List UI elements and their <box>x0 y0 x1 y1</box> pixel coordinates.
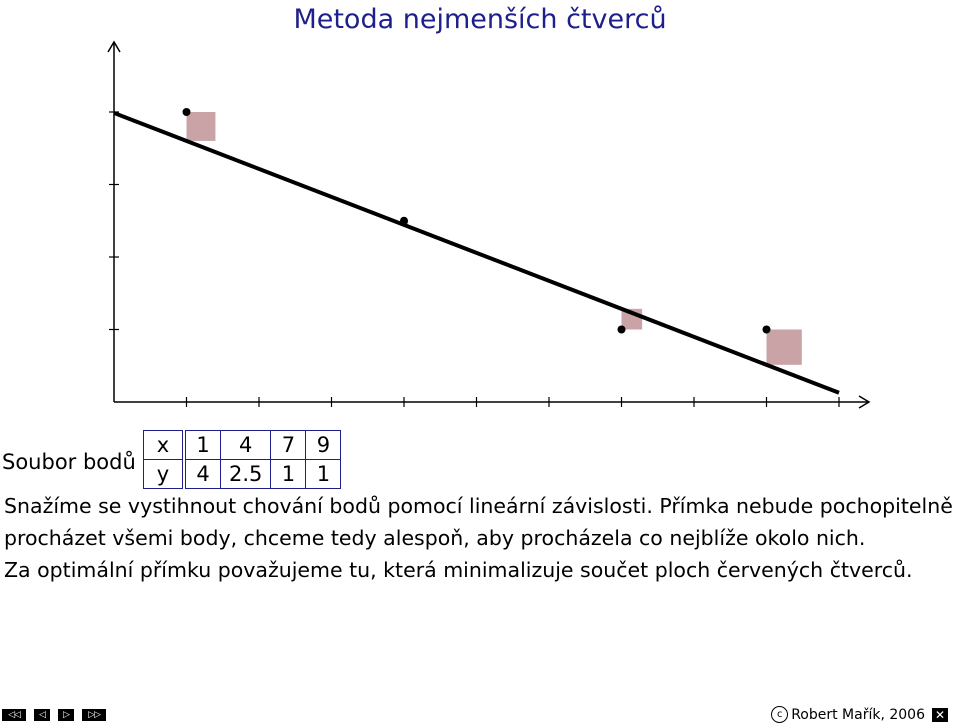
data-point <box>617 325 626 334</box>
y-axis-arrow <box>107 40 121 53</box>
data-point <box>400 216 408 225</box>
fit-line <box>113 111 840 395</box>
data-point <box>182 108 191 116</box>
table-cell: 4 <box>219 430 272 460</box>
residual-square <box>186 112 216 141</box>
dataset-label: Soubor bodů <box>2 450 136 474</box>
table-cell: 4 <box>183 459 221 489</box>
table-cell: 7 <box>270 430 307 460</box>
footer: c Robert Mařík, 2006 ✕ <box>771 706 948 723</box>
author-credit: Robert Mařík, 2006 <box>791 706 925 723</box>
table-cell: 1 <box>270 459 307 489</box>
residual-squares <box>186 112 802 365</box>
table-cell: 2.5 <box>219 459 272 489</box>
axes <box>107 40 871 409</box>
last-page-button[interactable]: ▷▷ <box>82 709 106 721</box>
close-icon[interactable]: ✕ <box>932 707 948 722</box>
data-point <box>762 325 771 334</box>
data-table: x 1 4 7 9 y 4 2.5 1 1 <box>143 430 342 489</box>
least-squares-plot <box>107 40 871 409</box>
table-row-y: y 4 2.5 1 1 <box>143 459 342 489</box>
fit-line-layer <box>113 111 840 395</box>
table-cell: 1 <box>183 430 221 460</box>
table-cell: 9 <box>305 430 342 460</box>
table-cell: 1 <box>305 459 342 489</box>
text-line: Za optimální přímku považujeme tu, která… <box>4 558 913 582</box>
x-axis-arrow <box>858 395 871 409</box>
table-header-y: y <box>143 459 186 489</box>
residual-square <box>766 329 802 365</box>
text-line: Snažíme se vystihnout chování bodů pomoc… <box>4 494 953 518</box>
page-title: Metoda nejmenších čtverců <box>293 4 667 35</box>
text-line: procházet všemi body, chceme tedy alespo… <box>4 526 866 550</box>
table-header-x: x <box>143 430 186 460</box>
table-row-x: x 1 4 7 9 <box>143 430 342 460</box>
data-points <box>182 108 771 334</box>
copyright-icon: c <box>771 706 789 723</box>
next-page-button[interactable]: ▷ <box>58 709 74 721</box>
first-page-button[interactable]: ◁◁ <box>2 709 26 721</box>
prev-page-button[interactable]: ◁ <box>34 709 50 721</box>
navigation-bar: ◁◁ ◁ ▷ ▷▷ <box>2 709 106 721</box>
explanation-text: Snažíme se vystihnout chování bodů pomoc… <box>4 490 959 586</box>
